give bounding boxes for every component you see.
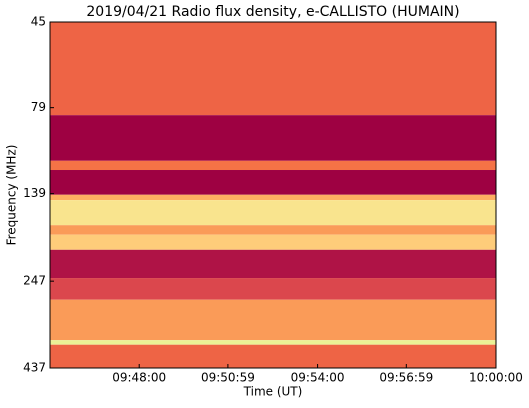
spectrum-band bbox=[50, 249, 496, 279]
y-tick-label: 437 bbox=[23, 361, 46, 375]
y-tick-label: 247 bbox=[23, 274, 46, 288]
chart-title: 2019/04/21 Radio flux density, e-CALLIST… bbox=[86, 4, 459, 20]
x-tick-label: 10:00:00 bbox=[469, 371, 523, 385]
x-axis-label: Time (UT) bbox=[243, 385, 303, 399]
spectrum-band bbox=[50, 170, 496, 195]
x-tick-label: 09:48:00 bbox=[112, 371, 166, 385]
spectrum-band bbox=[50, 234, 496, 250]
spectrum-band bbox=[50, 160, 496, 171]
plot-frame bbox=[49, 21, 497, 369]
x-tick-label: 09:54:00 bbox=[291, 371, 345, 385]
y-axis-label: Frequency (MHz) bbox=[5, 145, 19, 246]
spectrum-band bbox=[50, 115, 496, 161]
spectrum-band bbox=[50, 22, 496, 116]
spectrum-band bbox=[50, 344, 496, 368]
spectrum-band bbox=[50, 225, 496, 235]
spectrum-band bbox=[50, 200, 496, 226]
y-tick-label: 139 bbox=[23, 186, 46, 200]
y-tick-label: 45 bbox=[31, 15, 46, 29]
spectrum-band bbox=[50, 194, 496, 201]
y-tick-label: 79 bbox=[31, 100, 46, 114]
x-tick-label: 09:56:59 bbox=[379, 371, 433, 385]
spectrum-band bbox=[50, 299, 496, 341]
spectrum-band bbox=[50, 340, 496, 345]
spectrum-band bbox=[50, 278, 496, 300]
x-tick-label: 09:50:59 bbox=[201, 371, 255, 385]
